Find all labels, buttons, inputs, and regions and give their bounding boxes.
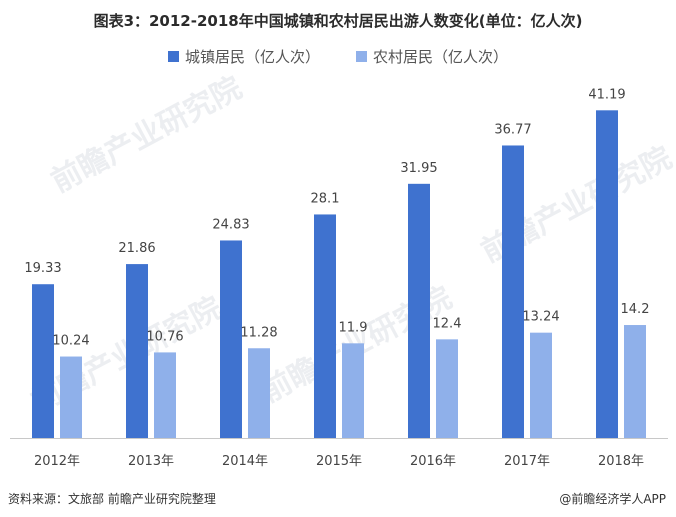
data-label-urban: 36.77 — [494, 122, 531, 137]
data-label-urban: 21.86 — [118, 241, 155, 256]
legend-swatch-urban — [167, 51, 179, 62]
data-label-rural: 12.4 — [433, 316, 462, 331]
data-label-urban: 28.1 — [311, 191, 340, 206]
bar-urban — [502, 145, 524, 438]
legend-swatch-rural — [356, 51, 367, 62]
legend-item-rural: 农村居民（亿人次） — [356, 46, 508, 67]
x-tick-label: 2015年 — [316, 454, 362, 469]
data-label-rural: 11.9 — [339, 320, 368, 335]
chart-title: 图表3：2012-2018年中国城镇和农村居民出游人数变化(单位：亿人次) — [93, 12, 583, 30]
bar-urban — [314, 214, 336, 438]
bar-rural — [248, 348, 270, 438]
data-label-urban: 41.19 — [588, 87, 625, 102]
bar-urban — [32, 284, 54, 438]
legend-label-urban: 城镇居民（亿人次） — [184, 48, 320, 66]
data-label-rural: 10.76 — [146, 329, 183, 344]
data-label-rural: 10.24 — [52, 334, 89, 349]
bar-rural — [154, 352, 176, 438]
data-label-urban: 31.95 — [400, 161, 437, 176]
bar-rural — [436, 339, 458, 438]
bar-rural — [624, 325, 646, 438]
x-tick-label: 2017年 — [504, 454, 550, 469]
data-label-urban: 24.83 — [212, 217, 249, 232]
x-tick-label: 2018年 — [598, 454, 644, 469]
source-note: 资料来源：文旅部 前瞻产业研究院整理 — [8, 492, 216, 506]
data-label-rural: 11.28 — [240, 325, 277, 340]
x-tick-label: 2014年 — [222, 454, 268, 469]
brand-text: @前瞻经济学人APP — [559, 492, 666, 506]
bar-urban — [596, 110, 618, 438]
bar-rural — [60, 356, 82, 438]
chart-legend: 城镇居民（亿人次） 农村居民（亿人次） — [0, 46, 676, 67]
legend-label-rural: 农村居民（亿人次） — [373, 48, 509, 66]
bar-rural — [342, 343, 364, 438]
bar-rural — [530, 332, 552, 438]
brand-credit: @前瞻经济学人APP — [559, 490, 666, 507]
bar-urban — [220, 240, 242, 438]
bar-urban — [126, 264, 148, 438]
x-tick-label: 2016年 — [410, 454, 456, 469]
x-tick-label: 2012年 — [34, 454, 80, 469]
data-label-rural: 13.24 — [522, 310, 559, 325]
data-label-rural: 14.2 — [621, 302, 650, 317]
legend-item-urban: 城镇居民（亿人次） — [167, 46, 320, 67]
x-tick-label: 2013年 — [128, 454, 174, 469]
data-label-urban: 19.33 — [24, 261, 61, 276]
bar-urban — [408, 183, 430, 438]
